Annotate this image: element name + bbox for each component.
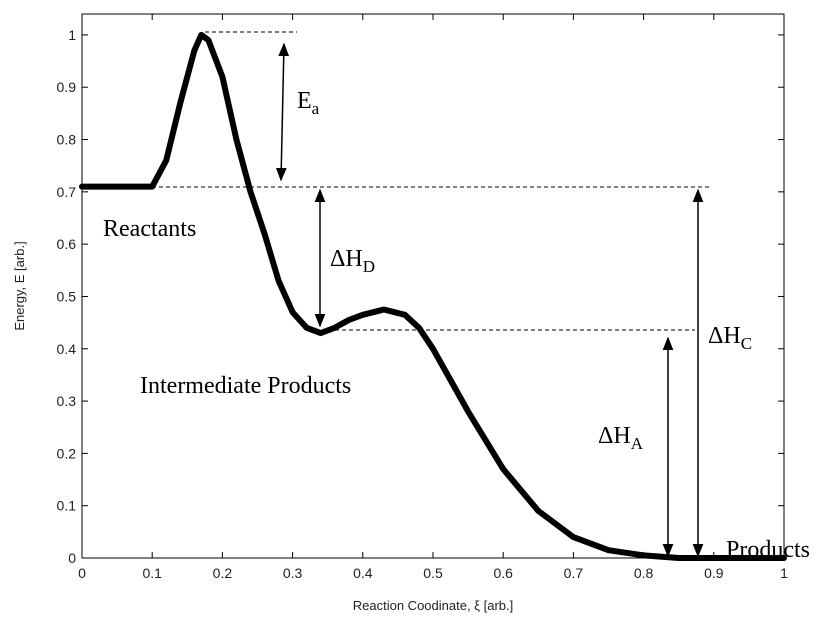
- x-tick-label: 0.9: [704, 565, 724, 581]
- annotation-text: E: [297, 88, 312, 114]
- x-tick-label: 0.7: [564, 565, 584, 581]
- annotation-text: Intermediate Products: [140, 373, 351, 399]
- annotation: ΔHC: [708, 323, 752, 353]
- annotation: ΔHA: [598, 423, 644, 453]
- annotation-text: ΔH: [598, 423, 631, 449]
- x-tick-label: 0.5: [423, 565, 443, 581]
- annotation: Reactants: [103, 216, 196, 242]
- y-tick-label: 0.4: [57, 341, 77, 357]
- annotation-text: Products: [726, 537, 810, 563]
- arrow: [275, 42, 290, 182]
- x-tick-label: 0.6: [493, 565, 513, 581]
- annotation-text: ΔH: [708, 323, 741, 349]
- x-tick-label: 0: [78, 565, 86, 581]
- plot-frame: [81, 13, 785, 559]
- annotation-text: ΔH: [330, 246, 363, 272]
- reference-lines: [82, 31, 710, 331]
- y-tick-label: 0.9: [57, 79, 77, 95]
- annotation-subscript: A: [631, 434, 644, 453]
- y-tick-label: 0.2: [57, 445, 77, 461]
- x-tick-label: 0.4: [353, 565, 373, 581]
- y-tick-label: 0.7: [57, 184, 77, 200]
- x-tick-label: 0.3: [283, 565, 303, 581]
- annotation-subscript: a: [312, 99, 320, 118]
- y-tick-label: 0.1: [57, 498, 77, 514]
- arrows: [275, 42, 704, 558]
- y-tick-label: 0.6: [57, 236, 77, 252]
- y-axis-label: Energy, E [arb.]: [12, 241, 27, 330]
- annotation-subscript: C: [741, 334, 752, 353]
- x-tick-label: 0.2: [213, 565, 233, 581]
- annotation-text: Reactants: [103, 216, 196, 242]
- y-tick-label: 0: [68, 550, 76, 566]
- energy-curve: [79, 31, 787, 561]
- y-tick-label: 1: [68, 27, 76, 43]
- y-tick-label: 0.3: [57, 393, 77, 409]
- x-tick-label: 0.8: [634, 565, 654, 581]
- x-axis-label: Reaction Coodinate, ξ [arb.]: [353, 598, 513, 613]
- x-tick-label: 1: [780, 565, 788, 581]
- x-tick-label: 0.1: [142, 565, 162, 581]
- y-tick-label: 0.5: [57, 288, 77, 304]
- annotation: Products: [726, 537, 810, 563]
- annotation: Ea: [297, 88, 320, 118]
- annotation: Intermediate Products: [140, 373, 351, 399]
- y-tick-label: 0.8: [57, 132, 77, 148]
- annotation: ΔHD: [330, 246, 375, 276]
- annotation-subscript: D: [363, 257, 375, 276]
